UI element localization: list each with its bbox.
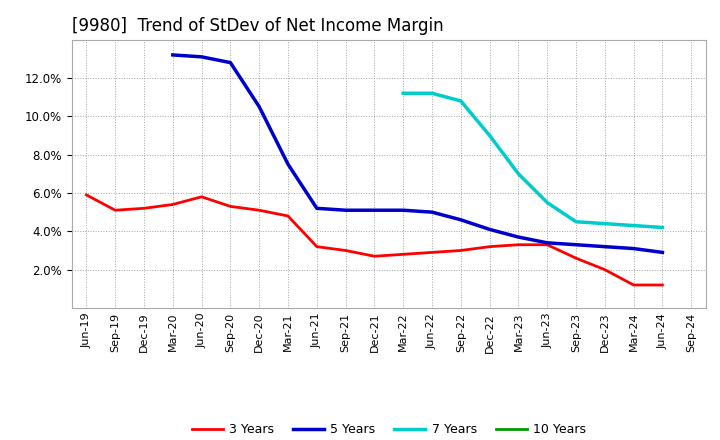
5 Years xyxy=(629,246,638,251)
5 Years xyxy=(572,242,580,247)
7 Years xyxy=(572,219,580,224)
7 Years xyxy=(456,98,465,103)
3 Years xyxy=(168,202,177,207)
7 Years xyxy=(399,91,408,96)
7 Years xyxy=(658,225,667,230)
5 Years xyxy=(456,217,465,223)
3 Years xyxy=(284,213,292,219)
5 Years xyxy=(600,244,609,249)
3 Years xyxy=(226,204,235,209)
5 Years xyxy=(226,60,235,65)
3 Years xyxy=(341,248,350,253)
7 Years xyxy=(629,223,638,228)
5 Years xyxy=(658,250,667,255)
5 Years xyxy=(514,235,523,240)
3 Years xyxy=(197,194,206,199)
3 Years xyxy=(572,256,580,261)
5 Years xyxy=(312,205,321,211)
7 Years xyxy=(514,171,523,176)
3 Years xyxy=(485,244,494,249)
3 Years xyxy=(600,267,609,272)
7 Years xyxy=(428,91,436,96)
3 Years xyxy=(255,208,264,213)
3 Years xyxy=(428,250,436,255)
5 Years xyxy=(428,209,436,215)
5 Years xyxy=(255,104,264,109)
3 Years xyxy=(312,244,321,249)
3 Years xyxy=(514,242,523,247)
5 Years xyxy=(197,54,206,59)
Legend: 3 Years, 5 Years, 7 Years, 10 Years: 3 Years, 5 Years, 7 Years, 10 Years xyxy=(186,418,591,440)
3 Years xyxy=(399,252,408,257)
Text: [9980]  Trend of StDev of Net Income Margin: [9980] Trend of StDev of Net Income Marg… xyxy=(72,17,444,35)
3 Years xyxy=(658,282,667,288)
7 Years xyxy=(543,200,552,205)
3 Years xyxy=(543,242,552,247)
5 Years xyxy=(399,208,408,213)
Line: 7 Years: 7 Years xyxy=(403,93,662,227)
3 Years xyxy=(370,253,379,259)
5 Years xyxy=(341,208,350,213)
3 Years xyxy=(140,205,148,211)
7 Years xyxy=(485,133,494,138)
3 Years xyxy=(82,192,91,198)
5 Years xyxy=(485,227,494,232)
Line: 3 Years: 3 Years xyxy=(86,195,662,285)
3 Years xyxy=(111,208,120,213)
3 Years xyxy=(629,282,638,288)
7 Years xyxy=(600,221,609,226)
5 Years xyxy=(543,240,552,246)
3 Years xyxy=(456,248,465,253)
Line: 5 Years: 5 Years xyxy=(173,55,662,253)
5 Years xyxy=(284,161,292,167)
5 Years xyxy=(168,52,177,58)
5 Years xyxy=(370,208,379,213)
